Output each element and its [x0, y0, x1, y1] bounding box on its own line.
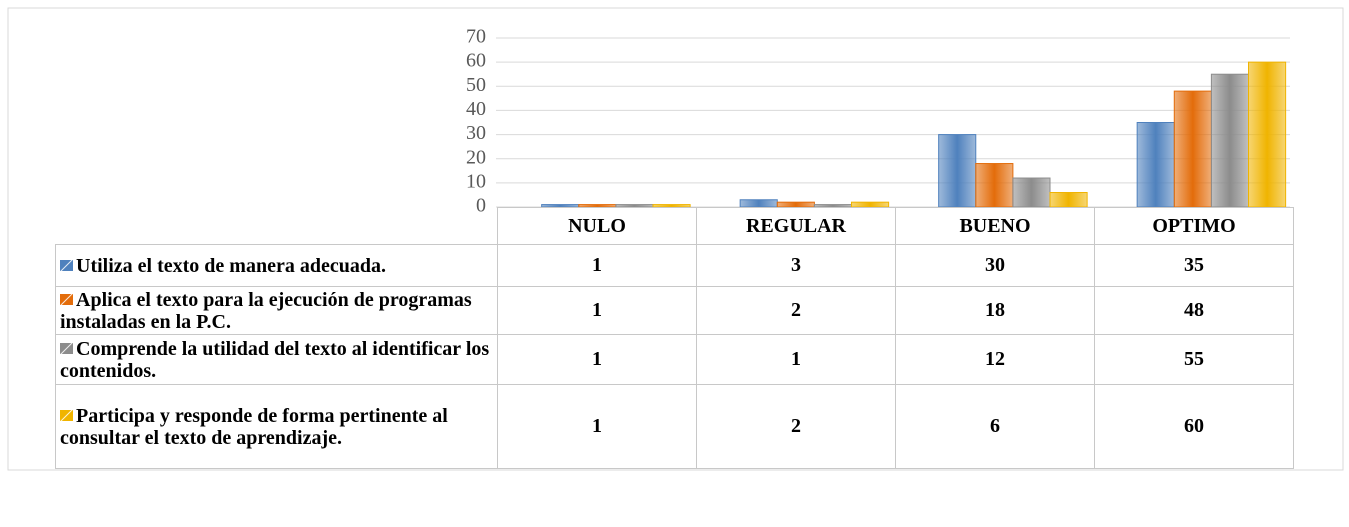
legend-key: [60, 259, 73, 271]
bar: [1248, 61, 1287, 208]
legend-label: Participa y responde de forma pertinente…: [60, 404, 448, 449]
legend-key: [60, 293, 73, 305]
table-value: 2: [696, 384, 896, 469]
table-value: 12: [895, 334, 1095, 385]
table-value: 18: [895, 286, 1095, 335]
data-row: Aplica el texto para la ejecución de pro…: [55, 286, 1294, 335]
table-value: 1: [696, 334, 896, 385]
y-tick-label: 10: [466, 170, 486, 192]
y-tick-label: 20: [466, 146, 486, 168]
bar: [739, 199, 778, 208]
y-tick-label: 40: [466, 98, 486, 120]
data-row: Utiliza el texto de manera adecuada. 1 3 30…: [55, 244, 1294, 287]
x-tick-label: BUENO: [895, 207, 1095, 245]
chart-border: [7, 7, 1344, 471]
legend-label: Aplica el texto para la ejecución de pro…: [60, 288, 472, 333]
bar: [1210, 73, 1250, 208]
header-row: NULO REGULAR BUENO OPTIMO: [55, 207, 1294, 245]
table-value: 1: [497, 286, 697, 335]
x-tick-label: OPTIMO: [1094, 207, 1294, 245]
legend-cell: Aplica el texto para la ejecución de pro…: [55, 286, 498, 335]
bar: [1049, 192, 1088, 208]
y-tick-label: 60: [466, 50, 486, 72]
table-value: 1: [497, 244, 697, 287]
data-table: NULO REGULAR BUENO OPTIMO Utiliza el texto d…: [55, 207, 1294, 469]
bar: [1012, 177, 1051, 208]
legend-key: [60, 342, 73, 354]
legend-cell: Participa y responde de forma pertinente…: [55, 384, 498, 469]
legend-label: Utiliza el texto de manera adecuada.: [76, 254, 386, 277]
x-tick-label: NULO: [497, 207, 697, 245]
data-row: Participa y responde de forma pertinente…: [55, 384, 1294, 469]
bar: [1136, 122, 1175, 208]
y-tick-label: 70: [466, 26, 486, 48]
legend-cell: Utiliza el texto de manera adecuada.: [55, 244, 498, 287]
bar: [1173, 90, 1212, 208]
table-value: 55: [1094, 334, 1294, 385]
table-value: 1: [497, 384, 697, 469]
y-tick-label: 30: [466, 122, 486, 144]
table-value: 35: [1094, 244, 1294, 287]
table-value: 3: [696, 244, 896, 287]
legend-label: Comprende la utilidad del texto al ident…: [60, 337, 490, 382]
legend-key: [60, 409, 73, 421]
table-value: 2: [696, 286, 896, 335]
y-tick-label: 0: [476, 195, 486, 217]
y-tick-label: 50: [466, 74, 486, 96]
table-value: 6: [895, 384, 1095, 469]
bar: [938, 134, 977, 208]
table-value: 30: [895, 244, 1095, 287]
table-value: 48: [1094, 286, 1294, 335]
x-tick-label: REGULAR: [696, 207, 896, 245]
data-row: Comprende la utilidad del texto al ident…: [55, 334, 1294, 385]
bar: [652, 204, 691, 208]
table-value: 1: [497, 334, 697, 385]
legend-cell: Comprende la utilidad del texto al ident…: [55, 334, 498, 385]
corner-cell: [55, 207, 498, 245]
table-value: 60: [1094, 384, 1294, 469]
bar: [975, 163, 1014, 208]
